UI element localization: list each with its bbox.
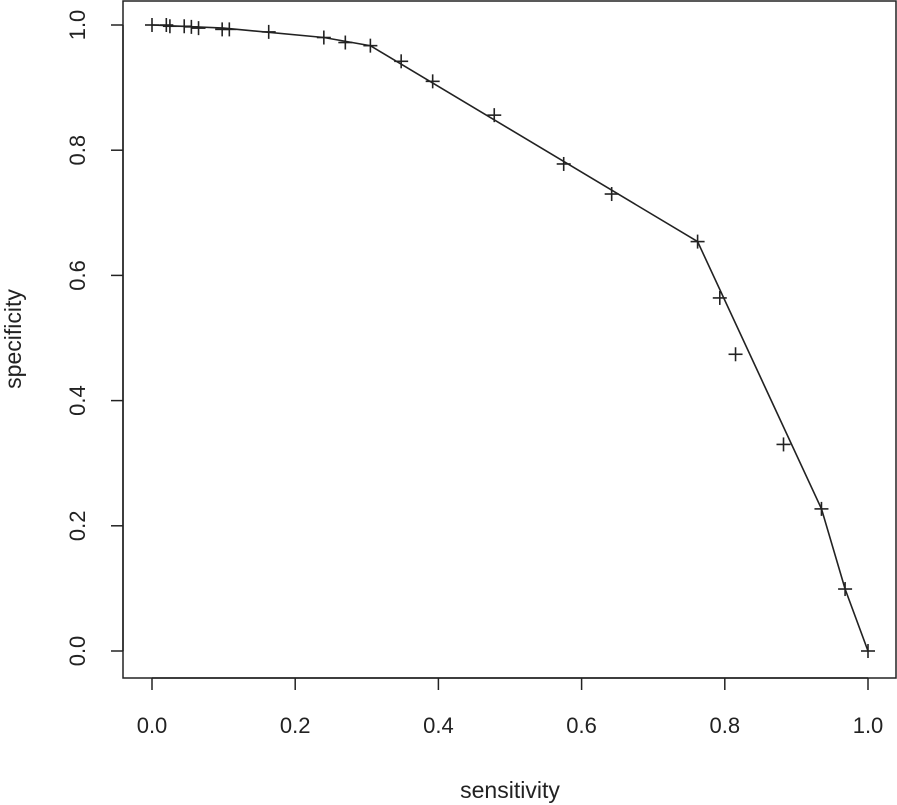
y-tick-label: 0.0 [65, 636, 90, 667]
data-point-marker [338, 35, 353, 50]
y-tick-label: 0.8 [65, 135, 90, 166]
x-axis-label: sensitivity [460, 777, 560, 803]
data-points [145, 18, 875, 658]
y-tick-label: 0.6 [65, 260, 90, 291]
data-point-marker [363, 38, 378, 53]
plot-frame [122, 0, 897, 679]
data-point-marker [604, 187, 619, 202]
x-tick-label: 0.0 [137, 713, 168, 738]
data-point-marker [712, 290, 727, 305]
x-tick-label: 1.0 [853, 713, 884, 738]
y-tick-label: 1.0 [65, 10, 90, 41]
data-point-marker [184, 19, 199, 34]
data-point-marker [838, 582, 853, 597]
x-tick-label: 0.2 [280, 713, 311, 738]
data-point-marker [487, 108, 502, 123]
data-point-marker [425, 74, 440, 89]
data-point-marker [162, 19, 177, 34]
data-point-marker [191, 21, 206, 36]
y-tick-label: 0.2 [65, 511, 90, 542]
roc-curve-line [151, 24, 869, 652]
x-tick-label: 0.4 [423, 713, 454, 738]
y-axis: 0.0 0.2 0.4 0.6 0.8 1.0 [65, 10, 124, 667]
x-tick-label: 0.8 [710, 713, 741, 738]
data-point-marker [159, 18, 174, 32]
x-axis: 0.0 0.2 0.4 0.6 0.8 1.0 [137, 677, 884, 738]
data-point-marker [690, 234, 705, 249]
data-point-marker [316, 30, 331, 45]
data-point-marker [394, 54, 409, 69]
data-point-marker [222, 22, 237, 37]
data-point-marker [814, 501, 829, 516]
data-point-marker [556, 156, 571, 171]
y-tick-label: 0.4 [65, 385, 90, 416]
data-point-marker [145, 18, 159, 32]
data-point-marker [861, 644, 875, 658]
data-point-marker [776, 437, 791, 452]
x-tick-label: 0.6 [566, 713, 597, 738]
y-axis-label: specificity [0, 289, 26, 389]
data-point-marker [728, 347, 743, 362]
data-point-marker [261, 24, 276, 39]
